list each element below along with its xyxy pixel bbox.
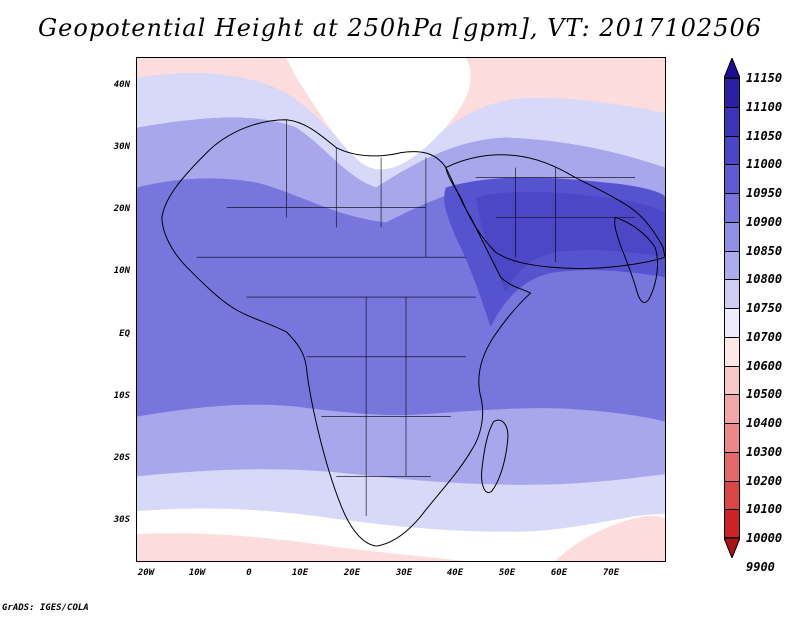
colorbar-segment	[724, 250, 740, 280]
x-tick-label: 20W	[137, 568, 155, 578]
colorbar-segment	[724, 221, 740, 251]
colorbar-label: 11150	[746, 71, 783, 85]
y-tick-label: 10N	[113, 266, 130, 276]
grads-footer: GrADS: IGES/COLA	[2, 603, 89, 613]
x-tick-label: 60E	[550, 568, 568, 578]
india-coastline	[614, 216, 658, 303]
colorbar-segment	[724, 480, 740, 510]
colorbar-segment	[724, 336, 740, 366]
map-title: Geopotential Height at 250hPa [gpm], VT:…	[38, 14, 762, 42]
colorbar-label: 10100	[746, 502, 783, 517]
colorbar-segment	[724, 394, 740, 423]
colorbar-label: 10300	[746, 444, 783, 459]
colorbar-segment	[724, 451, 740, 481]
x-tick-label: 50E	[498, 568, 516, 578]
map-frame	[136, 57, 666, 562]
colorbar-label: 9900	[746, 559, 775, 574]
colorbar-label: 10200	[746, 473, 783, 488]
y-tick-label: 20N	[113, 204, 130, 214]
colorbar-label: 11000	[746, 157, 783, 172]
colorbar-segment	[724, 135, 740, 165]
field-band-arabia-deepest	[475, 191, 665, 293]
colorbar-segment	[724, 279, 740, 308]
madagascar-coastline	[481, 419, 509, 493]
colorbar-segment	[724, 308, 740, 337]
colorbar-label: 10600	[746, 358, 783, 373]
colorbar-segment	[724, 164, 740, 193]
x-tick-label: 10W	[188, 568, 206, 578]
x-tick-label: 40E	[446, 568, 464, 578]
africa-coastline	[161, 119, 532, 547]
y-tick-label: 40N	[113, 80, 130, 90]
y-tick-label: 30S	[113, 515, 130, 525]
colorbar	[724, 58, 740, 558]
colorbar-label: 10750	[746, 301, 783, 315]
field-band-north-white	[286, 58, 471, 170]
colorbar-label: 11100	[746, 99, 783, 114]
colorbar-segment	[724, 365, 740, 395]
arabia-coastline	[445, 154, 665, 270]
colorbar-label: 10400	[746, 416, 783, 430]
colorbar-segment	[724, 193, 740, 222]
colorbar-segment	[724, 78, 740, 107]
x-tick-label: 20E	[343, 568, 361, 578]
y-tick-label: 10S	[113, 391, 130, 401]
geopotential-field-svg	[137, 58, 665, 561]
colorbar-bottom-arrow	[724, 538, 740, 558]
y-tick-label: EQ	[119, 329, 130, 339]
colorbar-label: 11050	[746, 128, 783, 143]
x-tick-label: 30E	[395, 568, 413, 578]
y-tick-label: 30N	[113, 142, 130, 152]
colorbar-top-arrow	[724, 58, 740, 78]
x-tick-label: 0	[246, 568, 252, 578]
country-borders-group	[196, 119, 636, 517]
colorbar-label: 10850	[746, 243, 783, 258]
x-tick-label: 10E	[291, 568, 309, 578]
field-band-north-light	[137, 117, 665, 223]
colorbar-label: 10800	[746, 272, 783, 287]
coastline-group	[161, 119, 665, 547]
y-tick-label: 20S	[113, 453, 130, 463]
colorbar-label: 10700	[746, 329, 783, 344]
colorbar-segment	[724, 509, 740, 538]
colorbar-label: 10900	[746, 214, 783, 229]
field-band-south-pink-east	[555, 515, 665, 561]
colorbar-label: 10500	[746, 387, 783, 402]
colorbar-segment	[724, 423, 740, 452]
colorbar-segment	[724, 106, 740, 136]
colorbar-label: 10000	[746, 531, 783, 545]
colorbar-label: 10950	[746, 186, 783, 200]
x-tick-label: 70E	[602, 568, 620, 578]
field-band-south-pink	[137, 533, 466, 561]
